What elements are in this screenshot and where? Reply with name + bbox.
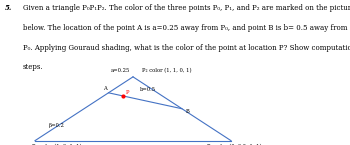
Text: P₀ color (1, 0, 1, 1): P₀ color (1, 0, 1, 1) — [32, 144, 81, 145]
Text: β=0.2: β=0.2 — [49, 123, 65, 128]
Text: B: B — [186, 109, 189, 114]
Text: b=0.5: b=0.5 — [140, 87, 156, 92]
Text: P₁ color (0, 0.5, 1, 1): P₁ color (0, 0.5, 1, 1) — [206, 144, 261, 145]
Text: a=0.25: a=0.25 — [110, 68, 130, 73]
Text: steps.: steps. — [23, 63, 43, 71]
Text: P: P — [126, 90, 130, 95]
Text: A: A — [103, 86, 107, 91]
Text: 5.: 5. — [5, 4, 13, 12]
Text: below. The location of the point A is a=0.25 away from P₀, and point B is b= 0.5: below. The location of the point A is a=… — [23, 24, 347, 32]
Text: P₀. Applying Gouraud shading, what is the color of the point at location P? Show: P₀. Applying Gouraud shading, what is th… — [23, 44, 350, 51]
Text: Given a triangle P₀P₁P₂. The color of the three points P₀, P₁, and P₂ are marked: Given a triangle P₀P₁P₂. The color of th… — [23, 4, 350, 12]
Text: P₂ color (1, 1, 0, 1): P₂ color (1, 1, 0, 1) — [142, 68, 191, 73]
